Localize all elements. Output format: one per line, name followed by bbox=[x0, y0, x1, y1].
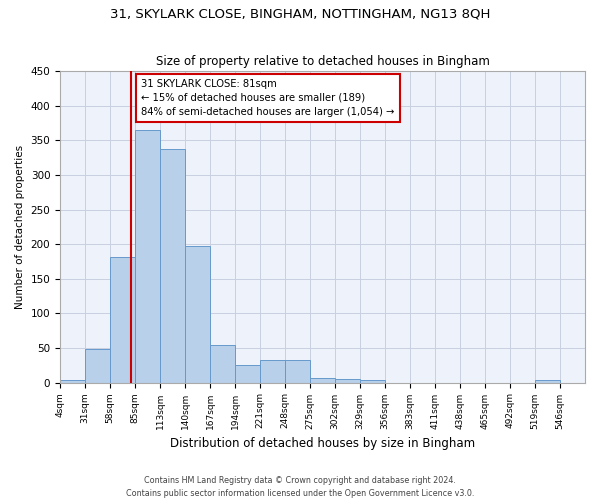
Bar bbox=[260, 360, 285, 382]
Bar bbox=[60, 380, 85, 382]
Text: Contains HM Land Registry data © Crown copyright and database right 2024.
Contai: Contains HM Land Registry data © Crown c… bbox=[126, 476, 474, 498]
Bar bbox=[285, 360, 310, 382]
Bar bbox=[135, 130, 160, 382]
Y-axis label: Number of detached properties: Number of detached properties bbox=[15, 145, 25, 309]
Bar bbox=[360, 380, 385, 382]
Text: 31, SKYLARK CLOSE, BINGHAM, NOTTINGHAM, NG13 8QH: 31, SKYLARK CLOSE, BINGHAM, NOTTINGHAM, … bbox=[110, 8, 490, 20]
X-axis label: Distribution of detached houses by size in Bingham: Distribution of detached houses by size … bbox=[170, 437, 475, 450]
Title: Size of property relative to detached houses in Bingham: Size of property relative to detached ho… bbox=[155, 56, 490, 68]
Bar bbox=[235, 364, 260, 382]
Text: 31 SKYLARK CLOSE: 81sqm
← 15% of detached houses are smaller (189)
84% of semi-d: 31 SKYLARK CLOSE: 81sqm ← 15% of detache… bbox=[142, 79, 395, 117]
Bar bbox=[160, 148, 185, 382]
Bar bbox=[310, 378, 335, 382]
Bar bbox=[110, 258, 135, 382]
Bar bbox=[185, 246, 210, 382]
Bar bbox=[335, 379, 360, 382]
Bar bbox=[85, 350, 110, 382]
Bar bbox=[210, 345, 235, 383]
Bar bbox=[535, 380, 560, 382]
